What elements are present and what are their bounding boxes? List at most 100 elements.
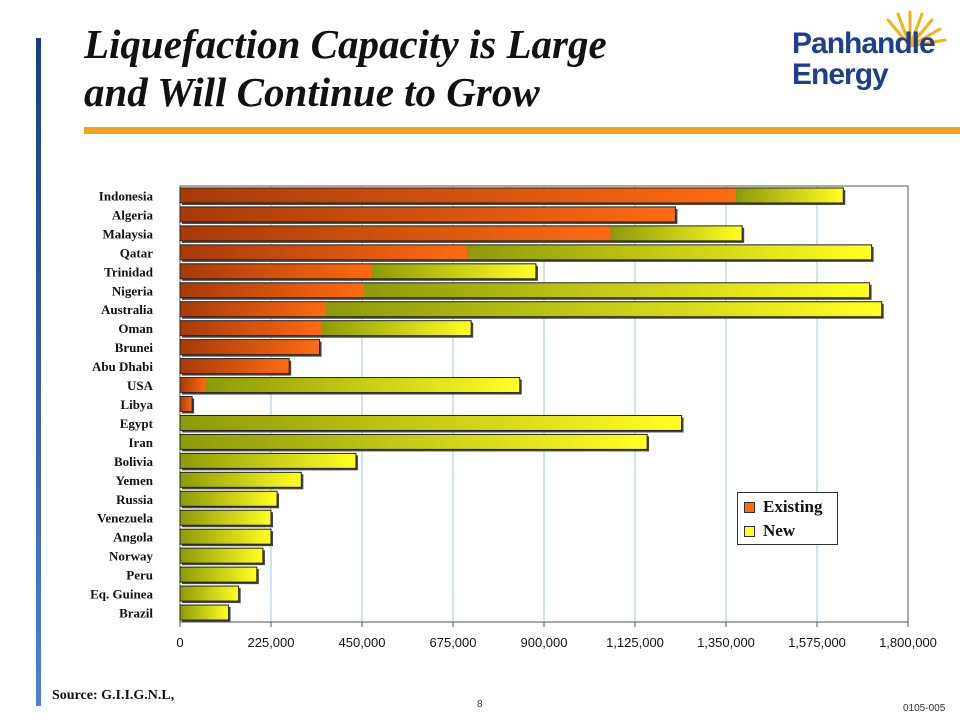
- bar-outline: [179, 433, 648, 450]
- bar-outline: [179, 471, 302, 488]
- category-label: Nigeria: [112, 283, 154, 298]
- bar-outline: [179, 528, 272, 545]
- category-label: Qatar: [120, 245, 153, 260]
- bar-outline: [179, 604, 230, 621]
- legend-label-new: New: [763, 521, 796, 540]
- x-tick-label: 1,125,000: [606, 635, 664, 650]
- bar-new: [325, 301, 882, 317]
- bar-new: [180, 472, 302, 488]
- bar-outline: [179, 358, 290, 375]
- bar-new: [180, 529, 271, 545]
- category-label: Brunei: [115, 340, 154, 355]
- bar-new: [467, 244, 872, 260]
- category-label: Egypt: [120, 416, 154, 431]
- bar-outline: [179, 225, 743, 242]
- slide-code: 0105-005: [903, 703, 946, 714]
- bar-new: [180, 510, 271, 526]
- bar-existing: [180, 282, 365, 298]
- category-label: Australia: [101, 302, 154, 317]
- title-underline-rule: [84, 127, 960, 134]
- bar-outline: [179, 509, 272, 526]
- bar-outline: [179, 547, 264, 564]
- slide-title: Liquefaction Capacity is Large and Will …: [84, 21, 607, 115]
- bar-outline: [179, 490, 278, 507]
- bar-existing: [180, 358, 290, 374]
- bar-outline: [179, 301, 883, 318]
- category-label: Trinidad: [104, 264, 154, 279]
- legend-item-new: New: [744, 521, 795, 541]
- bar-new: [206, 377, 520, 393]
- x-tick-label: 675,000: [430, 635, 477, 650]
- legend-swatch-existing: [744, 501, 755, 513]
- x-tick-label: 0: [176, 635, 183, 650]
- category-label: Angola: [113, 530, 153, 545]
- panhandle-energy-logo: Panhandle Energy: [792, 8, 952, 98]
- category-labels: Indonesia Algeria Malaysia Qatar Trinidad Nig…: [90, 188, 154, 620]
- x-tick-label: 225,000: [248, 635, 295, 650]
- category-label: Malaysia: [102, 226, 153, 241]
- bar-existing: [180, 187, 737, 203]
- legend-swatch-new: [744, 525, 755, 537]
- legend-item-existing: Existing: [744, 497, 823, 517]
- category-label: Eq. Guinea: [90, 587, 153, 602]
- bar-outline: [179, 414, 683, 431]
- bar-existing: [180, 301, 326, 317]
- bar-existing: [180, 244, 468, 260]
- bar-existing: [180, 206, 676, 222]
- bar-existing: [180, 339, 320, 355]
- bar-new: [180, 605, 229, 621]
- bar-new: [321, 320, 472, 336]
- chart-bars: [179, 187, 884, 623]
- logo-wordmark: Panhandle Energy: [792, 27, 936, 91]
- bar-outline: [179, 396, 193, 412]
- x-tick-label: 1,800,000: [879, 635, 937, 650]
- category-label: Venezuela: [97, 511, 153, 526]
- bar-existing: [180, 320, 322, 336]
- bar-outline: [179, 566, 258, 583]
- bar-existing: [180, 263, 373, 279]
- bar-outline: [179, 187, 844, 204]
- bar-outline: [179, 339, 321, 356]
- bar-outline: [179, 377, 521, 394]
- bar-outline: [179, 585, 240, 602]
- bar-outline: [179, 263, 537, 280]
- category-label: Norway: [109, 549, 154, 564]
- category-label: Indonesia: [99, 188, 154, 203]
- chart-legend: Existing New: [737, 492, 838, 545]
- source-note: Source: G.I.I.G.N.L,: [52, 688, 175, 703]
- bar-outline: [179, 206, 676, 223]
- bar-new: [364, 282, 870, 298]
- bar-outline: [179, 320, 472, 337]
- left-accent-bar: [36, 38, 41, 706]
- category-label: Algeria: [112, 207, 154, 222]
- category-label: Bolivia: [114, 454, 154, 469]
- bar-outline: [179, 452, 357, 469]
- x-tick-labels: 0 225,000 450,000 675,000 900,000 1,125,000 1,…: [176, 622, 937, 650]
- bar-new: [180, 548, 263, 564]
- bar-existing: [180, 396, 193, 412]
- page-number: 8: [477, 699, 483, 710]
- legend-label-existing: Existing: [763, 497, 823, 516]
- x-tick-label: 1,575,000: [788, 635, 846, 650]
- bar-new: [736, 187, 844, 203]
- bar-new: [180, 491, 278, 507]
- category-label: Iran: [128, 435, 153, 450]
- category-label: Yemen: [115, 473, 153, 488]
- category-label: Peru: [126, 568, 153, 583]
- bar-new: [372, 263, 536, 279]
- category-label: Brazil: [119, 606, 153, 621]
- bar-new: [180, 567, 257, 583]
- bar-outline: [179, 244, 873, 261]
- bar-new: [610, 225, 743, 241]
- category-label: USA: [127, 378, 154, 393]
- sun-rays-icon: [886, 10, 947, 48]
- bar-new: [180, 415, 682, 431]
- bar-existing: [180, 377, 207, 393]
- x-tick-label: 450,000: [339, 635, 386, 650]
- category-label: Abu Dhabi: [92, 359, 153, 374]
- x-tick-label: 1,350,000: [697, 635, 755, 650]
- x-tick-label: 900,000: [521, 635, 568, 650]
- category-label: Oman: [118, 321, 153, 336]
- category-label: Russia: [116, 492, 153, 507]
